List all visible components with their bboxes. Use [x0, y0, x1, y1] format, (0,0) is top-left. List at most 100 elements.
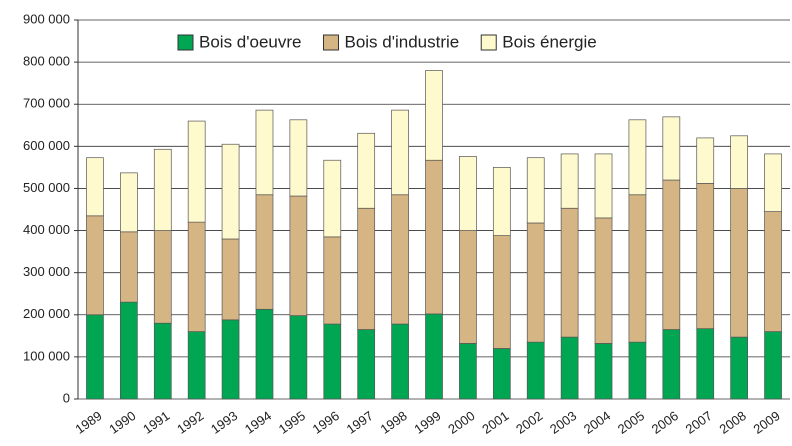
y-tick-label: 100 000 [23, 348, 70, 363]
bar-segment [764, 153, 782, 212]
x-tick-label: 1998 [377, 408, 409, 437]
bar-segment [221, 143, 240, 240]
legend-label: Bois d'oeuvre [199, 32, 301, 51]
bar-segment [187, 221, 206, 332]
bar-segment [526, 341, 545, 400]
bar-segment [560, 207, 579, 338]
legend-box [168, 28, 607, 56]
legend-swatch [177, 34, 194, 51]
bar-segment [153, 148, 172, 231]
bar-segment [764, 211, 782, 332]
bar-segment [255, 308, 274, 400]
bar-segment [594, 343, 613, 400]
x-tick-label: 1992 [174, 408, 206, 437]
bar-segment [696, 328, 715, 400]
x-tick-label: 2007 [683, 408, 715, 437]
bar-segment [391, 109, 409, 196]
x-tick-label: 1990 [106, 408, 138, 437]
x-tick-label: 2005 [615, 408, 647, 437]
x-tick-label: 2001 [479, 408, 511, 437]
bar-segment [357, 207, 376, 330]
x-tick-label: 1996 [310, 408, 342, 437]
x-tick-label: 2008 [717, 408, 749, 437]
x-tick-label: 2006 [649, 408, 681, 437]
bar-segment [289, 195, 308, 316]
bar-segment [662, 329, 681, 400]
x-tick-label: 1997 [344, 408, 376, 437]
y-tick-label: 500 000 [23, 180, 70, 195]
bar-segment [391, 194, 409, 325]
bar-segment [560, 153, 579, 209]
y-tick-label: 800 000 [23, 54, 70, 69]
bar-segment [120, 231, 138, 303]
bar-segment [662, 179, 681, 330]
x-tick-label: 1993 [208, 408, 240, 437]
bar-segment [86, 215, 104, 316]
bar-segment [628, 341, 647, 400]
bar-segment [459, 343, 477, 400]
bar-segment [357, 132, 376, 209]
y-tick-label: 900 000 [23, 11, 70, 26]
bar-segment [492, 167, 511, 236]
x-tick-label: 1999 [411, 408, 443, 437]
bar-segment [459, 156, 477, 231]
x-tick-label: 1994 [242, 408, 274, 437]
bar-segment [730, 135, 748, 189]
bar-segment [492, 235, 511, 349]
bar-segment [696, 137, 715, 184]
x-tick-label: 1991 [140, 408, 172, 437]
bar-segment [120, 301, 138, 400]
x-tick-label: 2002 [513, 408, 545, 437]
bar-segment [730, 188, 748, 338]
bar-segment [255, 194, 274, 310]
bar-segment [323, 323, 342, 400]
y-tick-label: 700 000 [23, 96, 70, 111]
y-tick-label: 600 000 [23, 138, 70, 153]
bar-segment [187, 331, 206, 400]
bar-segment [289, 315, 308, 400]
bar-segment [594, 217, 613, 344]
bar-segment [323, 236, 342, 325]
bar-segment [323, 159, 342, 238]
bar-segment [560, 336, 579, 400]
bar-segment [255, 109, 274, 196]
bar-segment [764, 331, 782, 400]
bar-segment [730, 336, 748, 400]
bar-segment [628, 119, 647, 196]
bar-segment [459, 230, 477, 344]
bar-segment [187, 120, 206, 223]
bar-segment [526, 222, 545, 343]
bar-segment [221, 319, 240, 400]
bar-segment [391, 323, 409, 400]
y-tick-label: 300 000 [23, 264, 70, 279]
bar-segment [86, 157, 104, 217]
bar-segment [662, 116, 681, 181]
bar-segment [153, 322, 172, 400]
legend-swatch [480, 34, 497, 51]
bar-segment [120, 172, 138, 233]
y-tick-label: 400 000 [23, 222, 70, 237]
legend: Bois d'oeuvre Bois d'industrie Bois énergi… [168, 28, 607, 56]
legend-label: Bois énergie [502, 32, 597, 51]
x-tick-label: 2003 [547, 408, 579, 437]
x-tick-label: 1989 [72, 408, 104, 437]
bar-segment [492, 348, 511, 400]
bar-segment [594, 153, 613, 219]
y-tick-label: 0 [63, 390, 70, 405]
bar-segment [628, 194, 647, 343]
legend-swatch [322, 34, 339, 51]
bar-segment [425, 313, 443, 400]
y-tick-label: 200 000 [23, 306, 70, 321]
bar-segment [526, 157, 545, 224]
bar-segment [153, 230, 172, 324]
x-tick-label: 2009 [750, 408, 782, 437]
x-tick-label: 1995 [276, 408, 308, 437]
bar-segment [289, 119, 308, 197]
bar-segment [221, 238, 240, 321]
bar-segment [357, 329, 376, 400]
bar-segment [425, 159, 443, 315]
legend-label: Bois d'industrie [344, 32, 459, 51]
x-tick-label: 2000 [445, 408, 477, 437]
x-tick-label: 2004 [581, 408, 613, 437]
